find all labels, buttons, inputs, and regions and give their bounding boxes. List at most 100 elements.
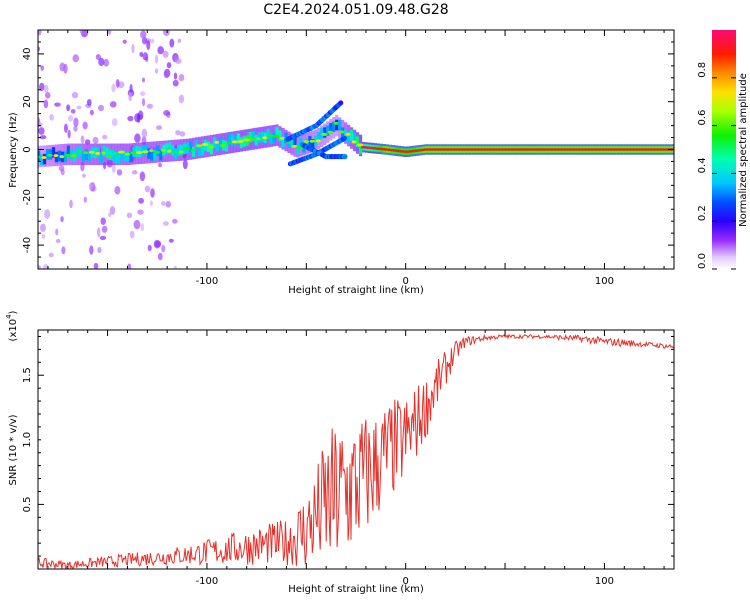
x-tick-label: -100 xyxy=(196,276,219,287)
spectrogram-speckle xyxy=(140,30,147,39)
spectrogram-speckle xyxy=(39,135,47,140)
spectrogram-peak xyxy=(614,148,618,151)
spectrogram-speckle xyxy=(162,221,169,226)
spectrogram-cell xyxy=(350,130,354,141)
y-tick-label: 20 xyxy=(22,95,33,108)
spectrogram-speckle xyxy=(131,170,138,175)
x-tick-label: 100 xyxy=(595,576,614,587)
spectrogram-speckle xyxy=(182,159,188,170)
spectrogram-speckle xyxy=(107,30,112,35)
spectrogram-speckle xyxy=(175,129,181,136)
spectrogram-peak xyxy=(438,148,442,151)
spectrogram-cell xyxy=(42,153,47,165)
spectrogram-speckle xyxy=(127,263,132,269)
spectrogram-speckle xyxy=(157,252,163,261)
spectrogram-speckle xyxy=(177,38,182,44)
spectrogram-blob xyxy=(303,140,309,144)
spectrogram-cell xyxy=(39,154,44,166)
spectrogram-speckle xyxy=(38,121,43,127)
spectrogram-cell xyxy=(224,141,229,152)
spectrogram-cell xyxy=(126,151,130,162)
spectrogram-blob xyxy=(77,150,83,154)
spectrogram-speckle xyxy=(63,123,68,133)
spectrogram-blob xyxy=(153,150,161,154)
spectrogram-cell xyxy=(197,145,202,157)
spectrogram-blob xyxy=(160,148,166,152)
spectrogram-peak xyxy=(659,148,663,151)
spectrogram-speckle xyxy=(161,244,166,253)
spectrogram-speckle xyxy=(38,127,45,135)
spectrogram-peak xyxy=(650,148,654,151)
spectrogram-cell xyxy=(335,119,339,131)
spectrogram-peak xyxy=(417,149,421,152)
spectrogram-speckle xyxy=(44,209,51,219)
spectrogram-blob xyxy=(351,140,357,144)
spectrogram-blob xyxy=(167,149,172,153)
spectrogram-speckle xyxy=(98,57,105,67)
spectrogram-cell xyxy=(165,143,169,154)
spectrogram-cell xyxy=(296,144,300,155)
spectrogram-peak xyxy=(635,148,639,151)
spectrogram-speckle xyxy=(131,43,135,54)
spectrogram-peak xyxy=(474,148,478,151)
spectrogram-peak xyxy=(644,148,648,151)
spectrogram-cell xyxy=(311,139,315,150)
spectrogram-speckle xyxy=(100,217,106,226)
colorbar-ticks: 0.0 0.2 0.4 0.6 0.8 xyxy=(697,62,736,270)
spectrogram-blob xyxy=(178,150,184,154)
spectrogram-peak xyxy=(515,148,520,151)
spectrogram-peak xyxy=(441,148,445,151)
spectrogram-speckle xyxy=(147,244,152,252)
spectrogram-cell xyxy=(111,150,115,161)
spectrogram-speckle xyxy=(156,125,163,130)
spectrogram-speckle xyxy=(103,58,110,67)
spectrogram-peak xyxy=(483,148,487,151)
spectrogram-speckle xyxy=(127,115,134,122)
spectrogram-blob xyxy=(190,149,196,153)
spectrogram-speckle xyxy=(99,235,107,241)
spectrogram-peak xyxy=(480,148,484,151)
spectrogram-speckle xyxy=(178,94,185,104)
spectrogram-peak xyxy=(462,148,466,151)
y-tick-label: -40 xyxy=(22,237,33,253)
spectrogram-peak xyxy=(507,148,511,151)
spectrogram-speckle xyxy=(82,173,86,178)
spectrogram-speckle xyxy=(174,58,182,64)
spectrogram-blob xyxy=(219,143,227,147)
spectrogram-speckle xyxy=(58,165,65,172)
spectrogram-speckle xyxy=(61,246,66,255)
spectrogram-speckle xyxy=(146,103,154,109)
spectrogram-blob xyxy=(70,154,78,158)
spectrogram-peak xyxy=(560,148,564,151)
spectrogram-cell xyxy=(129,151,133,163)
spectrogram-peak xyxy=(408,150,412,153)
spectrogram-cell xyxy=(209,143,214,155)
spectrogram-peak xyxy=(498,148,502,151)
spectrogram-peak xyxy=(587,148,591,151)
spectrogram-cell xyxy=(254,134,258,146)
spectrogram-peak xyxy=(527,148,532,151)
spectrogram-peak xyxy=(617,148,621,151)
spectrogram-peak xyxy=(393,149,397,152)
spectrogram-peak xyxy=(510,148,514,151)
spectrogram-speckle xyxy=(39,223,46,232)
spectrogram-speckle xyxy=(136,113,141,123)
spectrogram-blob xyxy=(112,151,119,155)
spectrogram-blob xyxy=(64,153,72,157)
spectrogram-peak xyxy=(518,148,523,151)
spectrogram-cell xyxy=(281,136,285,148)
spectrogram-cell xyxy=(105,147,109,158)
spectrogram-blob xyxy=(135,150,143,154)
spectrogram-speckle xyxy=(178,73,185,82)
spectrogram-cell xyxy=(218,137,223,149)
spectrogram-peak xyxy=(399,150,403,153)
spectrogram-speckle xyxy=(43,99,49,109)
spectrogram-speckle xyxy=(40,65,44,71)
spectrogram-cell xyxy=(329,123,333,134)
spectrogram-peak xyxy=(524,148,529,151)
spectrogram-cell xyxy=(355,136,360,148)
snr-series-line xyxy=(38,333,674,569)
spectrogram-speckle xyxy=(82,121,88,130)
spectrogram-speckle xyxy=(92,136,99,144)
x-tick-label: 0 xyxy=(403,576,409,587)
